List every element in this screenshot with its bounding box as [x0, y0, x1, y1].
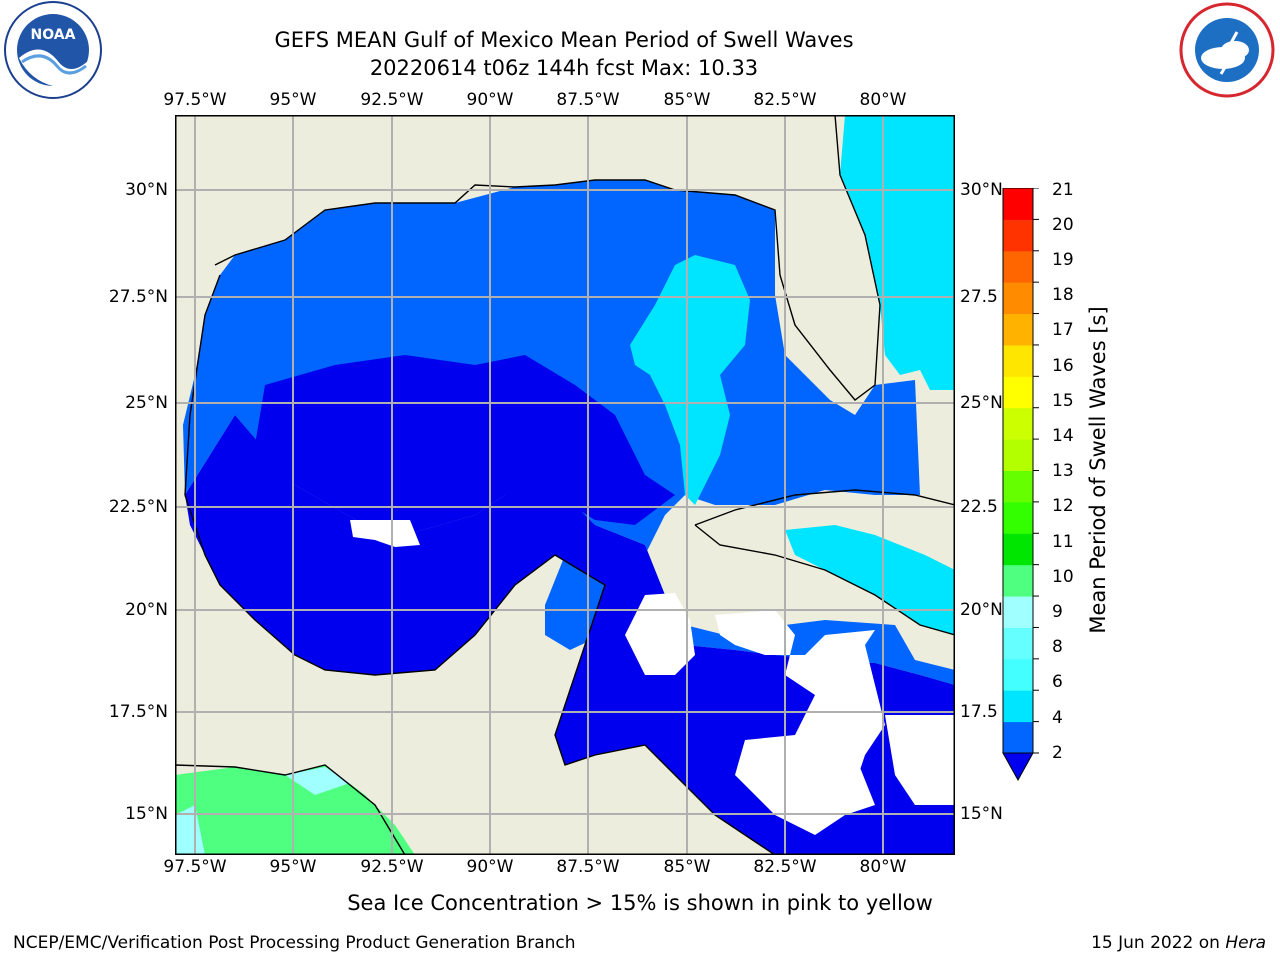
lat-tick-right: 30°N — [960, 180, 1003, 200]
colorbar-segment — [1003, 439, 1033, 471]
gulf-of-mexico-map — [174, 114, 956, 859]
map-title: GEFS MEAN Gulf of Mexico Mean Period of … — [274, 28, 854, 52]
colorbar-segment — [1003, 376, 1033, 409]
colorbar-segment — [1003, 690, 1033, 723]
lat-tick-right: 17.5 — [960, 702, 998, 722]
caribbean-swell-field — [785, 525, 955, 635]
colorbar-tick: 12 — [1052, 496, 1074, 516]
lon-tick-top: 95°W — [269, 90, 317, 110]
colorbar-segment — [1003, 627, 1033, 660]
lat-tick-right: 20°N — [960, 600, 1003, 620]
colorbar-segment — [1003, 533, 1033, 566]
footer-date: 15 Jun 2022 on Hera — [1091, 933, 1266, 953]
colorbar-tick: 19 — [1052, 250, 1074, 270]
colorbar-tick: 13 — [1052, 461, 1074, 481]
svg-text:NOAA: NOAA — [31, 27, 76, 43]
colorbar-tick: 11 — [1052, 532, 1074, 552]
colorbar-tick: 16 — [1052, 356, 1074, 376]
colorbar-tick: 9 — [1052, 602, 1063, 622]
colorbar-segment — [1003, 313, 1033, 346]
colorbar-segment — [1003, 596, 1033, 628]
colorbar-tick: 15 — [1052, 391, 1074, 411]
noaa-logo: NOAA — [0, 0, 106, 104]
lon-tick-top: 80°W — [859, 90, 907, 110]
colorbar-tick: 14 — [1052, 426, 1074, 446]
lon-tick-bottom: 90°W — [466, 857, 514, 877]
lat-tick-left: 25°N — [125, 393, 168, 413]
footer-host: Hera — [1225, 933, 1266, 953]
map-subtitle: 20220614 t06z 144h fcst Max: 10.33 — [369, 56, 759, 80]
colorbar-extend-arrow — [1002, 752, 1034, 782]
lat-tick-left: 20°N — [125, 600, 168, 620]
lon-tick-bottom: 87.5°W — [556, 857, 620, 877]
colorbar-tick: 4 — [1052, 708, 1063, 728]
lat-tick-left: 15°N — [125, 804, 168, 824]
lon-tick-bottom: 95°W — [269, 857, 317, 877]
colorbar-tick: 17 — [1052, 320, 1074, 340]
colorbar-tick: 21 — [1052, 180, 1074, 200]
lat-tick-left: 30°N — [125, 180, 168, 200]
colorbar-tick: 2 — [1052, 743, 1063, 763]
lat-tick-left: 27.5°N — [108, 287, 168, 307]
lon-tick-top: 90°W — [466, 90, 514, 110]
colorbar-segment — [1003, 250, 1033, 283]
pacific-swell-light — [175, 805, 205, 855]
map-gridlines — [175, 115, 955, 855]
lat-tick-right: 15°N — [960, 804, 1003, 824]
map-frame — [175, 115, 955, 855]
colorbar-tick: 10 — [1052, 567, 1074, 587]
atlantic-swell-field — [840, 115, 955, 390]
colorbar-segment — [1003, 564, 1033, 597]
lon-tick-bottom: 80°W — [859, 857, 907, 877]
lon-tick-top: 87.5°W — [556, 90, 620, 110]
colorbar-segment — [1003, 188, 1033, 220]
lon-tick-top: 82.5°W — [753, 90, 817, 110]
lon-tick-bottom: 85°W — [663, 857, 711, 877]
gulf-central-low-swell — [255, 355, 675, 535]
colorbar-segment — [1003, 501, 1033, 534]
footer-credit: NCEP/EMC/Verification Post Processing Pr… — [13, 933, 576, 953]
lon-tick-top: 97.5°W — [163, 90, 227, 110]
pacific-swell-field — [175, 765, 415, 855]
lat-tick-left: 22.5°N — [108, 497, 168, 517]
colorbar — [1002, 187, 1042, 792]
colorbar-tick: 8 — [1052, 637, 1063, 657]
colorbar-segment — [1003, 470, 1033, 503]
nws-logo — [1177, 2, 1277, 102]
sea-ice-note: Sea Ice Concentration > 15% is shown in … — [0, 891, 1280, 915]
colorbar-tick: 18 — [1052, 285, 1074, 305]
lat-tick-right: 27.5 — [960, 287, 998, 307]
colorbar-segment — [1003, 658, 1033, 691]
sea-ice-note-text: Sea Ice Concentration > 15% is shown in … — [347, 891, 933, 915]
colorbar-segment — [1003, 407, 1033, 440]
footer-date-text: 15 Jun 2022 on — [1091, 933, 1226, 953]
lon-tick-bottom: 97.5°W — [163, 857, 227, 877]
colorbar-tick: 6 — [1052, 672, 1063, 692]
colorbar-segment — [1003, 282, 1033, 315]
colorbar-tick: 20 — [1052, 215, 1074, 235]
lon-tick-top: 85°W — [663, 90, 711, 110]
lon-tick-bottom: 82.5°W — [753, 857, 817, 877]
lon-tick-top: 92.5°W — [360, 90, 424, 110]
colorbar-segment — [1003, 219, 1033, 252]
loop-current-swell — [630, 255, 750, 505]
missing-data-patch — [350, 520, 420, 547]
lat-tick-right: 25°N — [960, 393, 1003, 413]
colorbar-segment — [1003, 721, 1033, 754]
lon-tick-bottom: 92.5°W — [360, 857, 424, 877]
lat-tick-left: 17.5°N — [108, 702, 168, 722]
colorbar-segment — [1003, 344, 1033, 377]
lat-tick-right: 22.5 — [960, 497, 998, 517]
colorbar-label: Mean Period of Swell Waves [s] — [1086, 306, 1110, 634]
